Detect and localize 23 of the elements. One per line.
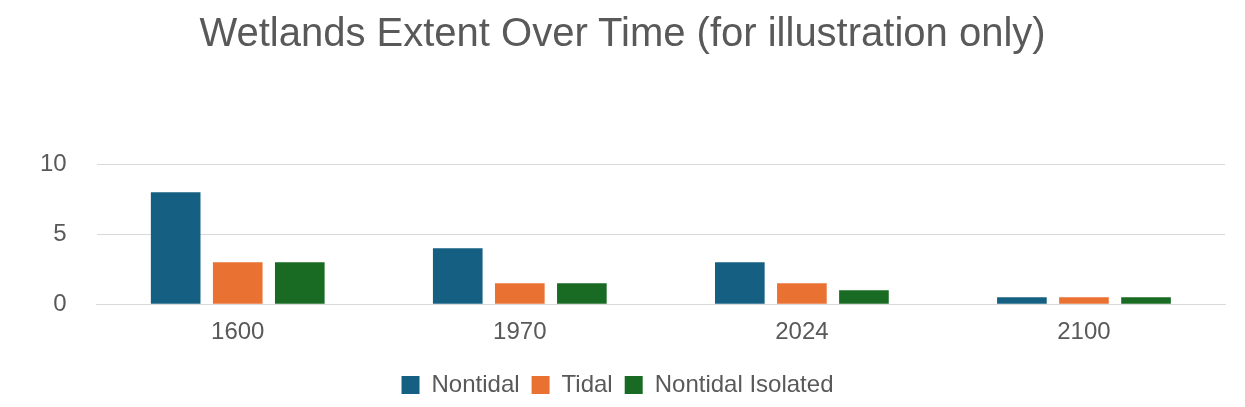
bar [997, 297, 1047, 304]
bar [212, 262, 263, 304]
x-tick-label: 2024 [775, 317, 829, 345]
y-tick-label: 5 [53, 218, 67, 246]
bar [557, 283, 607, 304]
bar [432, 248, 483, 304]
x-tick-label: 2100 [1057, 317, 1111, 345]
y-tick-label: 10 [39, 149, 67, 177]
x-tick-label: 1600 [211, 317, 265, 345]
bar [150, 192, 201, 304]
bar [494, 283, 545, 304]
bar [274, 262, 325, 304]
bar [1121, 297, 1171, 304]
legend-label: Nontidal [431, 369, 520, 397]
y-tick-label: 0 [53, 288, 67, 316]
chart-title: Wetlands Extent Over Time (for illustration only) [198, 9, 1047, 56]
bar [1059, 297, 1109, 304]
bar [715, 262, 765, 304]
bar [777, 283, 827, 304]
x-tick-label: 1970 [493, 317, 547, 345]
legend-label: Tidal [561, 369, 613, 397]
legend-label: Nontidal Isolated [654, 369, 834, 397]
bar [839, 290, 889, 304]
